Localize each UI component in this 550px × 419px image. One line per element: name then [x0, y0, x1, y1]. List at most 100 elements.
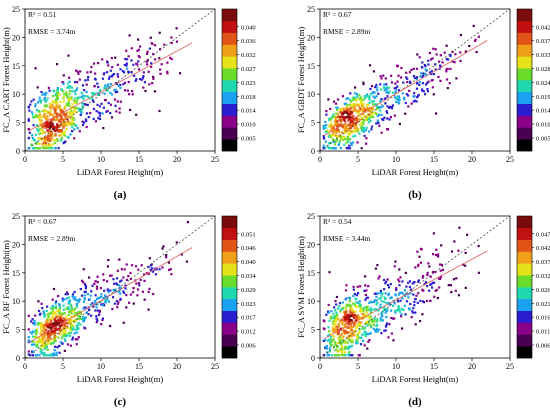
scatter-point — [89, 70, 92, 74]
scatter-point — [106, 288, 109, 291]
scatter-point — [165, 256, 168, 259]
scatter-point — [82, 97, 85, 101]
scatter-point — [80, 111, 83, 114]
scatter-point — [366, 118, 369, 121]
scatter-point — [40, 99, 43, 102]
scatter-point — [345, 130, 349, 133]
scatter-point — [370, 125, 374, 128]
y-tick-label: 15 — [12, 62, 20, 71]
scatter-point — [450, 291, 453, 294]
scatter-point — [102, 303, 105, 306]
scatter-point — [60, 110, 63, 113]
scatter-point — [334, 354, 337, 357]
scatter-point — [30, 320, 33, 323]
scatter-point — [327, 354, 330, 357]
scatter-point — [148, 83, 151, 86]
one-to-one-line — [319, 8, 511, 152]
scatter-point — [432, 232, 435, 235]
scatter-point — [407, 281, 410, 284]
scatter-point — [74, 81, 77, 84]
scatter-point — [55, 300, 58, 303]
scatter-point — [349, 107, 352, 110]
scatter-point — [112, 278, 115, 281]
scatter-point — [322, 125, 325, 128]
scatter-point — [396, 297, 399, 300]
y-tick-label: 0 — [311, 354, 315, 363]
scatter-point — [96, 281, 99, 284]
scatter-point — [41, 307, 44, 310]
scatter-point — [398, 284, 401, 287]
scatter-point — [335, 320, 338, 323]
colorbar-tick-label: 0.033 — [536, 52, 550, 59]
y-tick-label: 5 — [16, 119, 20, 128]
scatter-point — [346, 104, 349, 107]
scatter-point — [341, 116, 344, 119]
scatter-point — [391, 104, 395, 107]
scatter-point — [350, 126, 353, 129]
scatter-point — [54, 331, 57, 334]
scatter-point — [398, 293, 401, 296]
scatter-point — [356, 318, 359, 322]
scatter-point — [138, 78, 142, 81]
colorbar-segment — [517, 44, 532, 57]
scatter-point — [44, 105, 48, 108]
scatter-point — [348, 138, 351, 141]
scatter-point — [47, 354, 51, 357]
scatter-point — [394, 91, 397, 94]
scatter-point — [55, 95, 58, 98]
scatter-point — [95, 317, 98, 320]
scatter-point — [57, 328, 60, 331]
scatter-point — [343, 119, 346, 123]
scatter-point — [45, 333, 48, 336]
scatter-point — [332, 316, 335, 319]
scatter-point — [41, 110, 44, 113]
scatter-point — [363, 344, 366, 347]
scatter-point — [38, 142, 41, 145]
scatter-point — [333, 345, 336, 348]
scatter-point — [324, 126, 327, 129]
scatter-point — [144, 89, 147, 93]
scatter-point — [61, 124, 64, 127]
scatter-point — [336, 127, 339, 130]
scatter-point — [334, 341, 337, 344]
scatter-point — [348, 144, 351, 147]
scatter-point — [350, 307, 353, 310]
scatter-point — [66, 96, 69, 99]
scatter-point — [80, 102, 84, 105]
scatter-point — [58, 320, 61, 323]
scatter-point — [87, 95, 90, 98]
scatter-point — [373, 317, 376, 320]
scatter-point — [376, 330, 379, 333]
scatter-point — [96, 82, 99, 85]
scatter-point — [59, 119, 62, 122]
scatter-point — [81, 84, 85, 87]
scatter-point — [336, 316, 339, 319]
scatter-point — [27, 336, 30, 339]
scatter-point — [337, 318, 340, 321]
scatter-point — [379, 319, 382, 322]
scatter-point — [78, 109, 81, 112]
scatter-point — [152, 292, 155, 296]
colorbar-tick-label: 0.040 — [241, 259, 256, 266]
scatter-point — [58, 344, 61, 347]
scatter-point — [409, 81, 412, 84]
scatter-point — [30, 343, 33, 346]
scatter-point — [437, 75, 440, 79]
scatter-point — [372, 91, 375, 94]
scatter-point — [382, 74, 385, 77]
scatter-point — [84, 285, 88, 288]
scatter-point — [136, 294, 139, 297]
scatter-point — [33, 139, 36, 142]
scatter-point — [161, 266, 164, 269]
scatter-point — [397, 278, 400, 281]
scatter-point — [365, 289, 368, 292]
scatter-point — [68, 110, 71, 114]
scatter-point — [58, 311, 61, 314]
scatter-point — [337, 324, 341, 327]
scatter-point — [70, 312, 73, 315]
r2-annotation: R² = 0.51 — [28, 10, 57, 19]
scatter-point — [365, 308, 369, 311]
colorbar-tick-label: 0.023 — [241, 80, 256, 87]
scatter-point — [93, 282, 96, 285]
scatter-point — [347, 108, 350, 111]
